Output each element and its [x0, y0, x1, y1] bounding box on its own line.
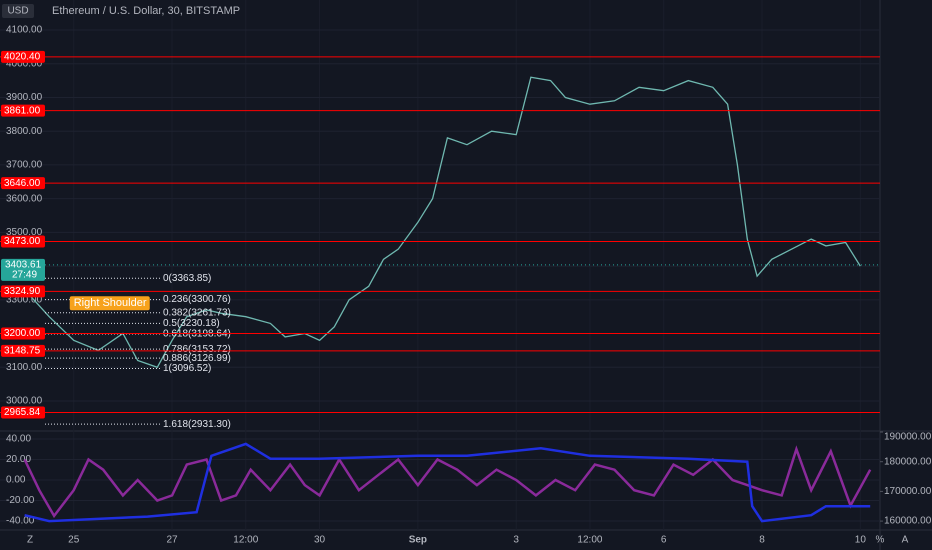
y-tick-label: 3500.00 [6, 227, 43, 238]
y2-tick-label: 180000.00 [884, 456, 932, 467]
level-label: 4020.40 [4, 52, 41, 63]
x-tick-label: 27 [167, 535, 179, 546]
y2-tick-label: 190000.00 [884, 432, 932, 443]
fib-label: 0(3363.85) [163, 273, 211, 284]
level-tag [1, 50, 45, 63]
annotation-box [69, 296, 150, 311]
x-tick-label: 3 [513, 535, 519, 546]
x-tick-label: 10 [855, 535, 867, 546]
y-tick-label: -20.00 [6, 495, 35, 506]
level-tag [1, 104, 45, 117]
currency: USD [7, 6, 28, 17]
toolbar-button[interactable]: A [902, 535, 909, 546]
fib-label: 1.618(2931.30) [163, 419, 231, 430]
y-tick-label: 20.00 [6, 454, 31, 465]
x-tick-label: 12:00 [577, 535, 602, 546]
price-line [24, 76, 861, 369]
countdown-label: 27:49 [12, 270, 37, 281]
toolbar-button[interactable]: Z [27, 535, 33, 546]
level-tag [1, 235, 45, 248]
x-tick-label: Sep [409, 535, 427, 546]
level-label: 3324.90 [4, 286, 41, 297]
y-tick-label: 0.00 [6, 475, 26, 486]
level-label: 2965.84 [4, 407, 41, 418]
y-tick-label: 3800.00 [6, 126, 43, 137]
toolbar-button[interactable]: % [876, 535, 885, 546]
level-label: 3861.00 [4, 105, 41, 116]
x-tick-label: 6 [661, 535, 667, 546]
y-tick-label: -40.00 [6, 516, 35, 527]
currency-box[interactable] [2, 4, 34, 18]
level-tag [1, 327, 45, 340]
x-tick-label: 30 [314, 535, 326, 546]
level-label: 3200.00 [4, 328, 41, 339]
level-tag [1, 285, 45, 298]
y-tick-label: 4000.00 [6, 58, 43, 69]
indicator-line [23, 445, 872, 519]
indicator-line [24, 442, 871, 523]
fib-label: 0.236(3300.76) [163, 294, 231, 305]
y-tick-label: 3300.00 [6, 294, 43, 305]
chart-title: Ethereum / U.S. Dollar, 30, BITSTAMP [52, 5, 240, 17]
y-tick-label: 40.00 [6, 434, 31, 445]
level-label: 3473.00 [4, 236, 41, 247]
level-tag [1, 344, 45, 357]
level-label: 3148.75 [4, 345, 41, 356]
fib-label: 1(3096.52) [163, 363, 211, 374]
x-tick-label: 12:00 [233, 535, 258, 546]
y-tick-label: 3600.00 [6, 193, 43, 204]
last-price-tag [1, 258, 45, 281]
y-tick-label: 3900.00 [6, 92, 43, 103]
level-tag [1, 406, 45, 419]
x-tick-label: 8 [759, 535, 765, 546]
fib-label: 0.382(3261.73) [163, 307, 231, 318]
fib-label: 0.618(3198.64) [163, 329, 231, 340]
last-price-label: 3403.61 [5, 260, 42, 271]
y-tick-label: 3100.00 [6, 362, 43, 373]
y2-tick-label: 160000.00 [884, 516, 932, 527]
x-tick-label: 25 [68, 535, 80, 546]
y2-tick-label: 170000.00 [884, 486, 932, 497]
y-tick-label: 3700.00 [6, 160, 43, 171]
fib-label: 0.886(3126.99) [163, 353, 231, 364]
y-tick-label: 4100.00 [6, 25, 43, 36]
annotation-text: Right Shoulder [74, 297, 147, 309]
fib-label: 0.786(3153.72) [163, 344, 231, 355]
level-label: 3646.00 [4, 178, 41, 189]
y-tick-label: 3000.00 [6, 396, 43, 407]
fib-label: 0.5(3230.18) [163, 318, 220, 329]
level-tag [1, 177, 45, 190]
